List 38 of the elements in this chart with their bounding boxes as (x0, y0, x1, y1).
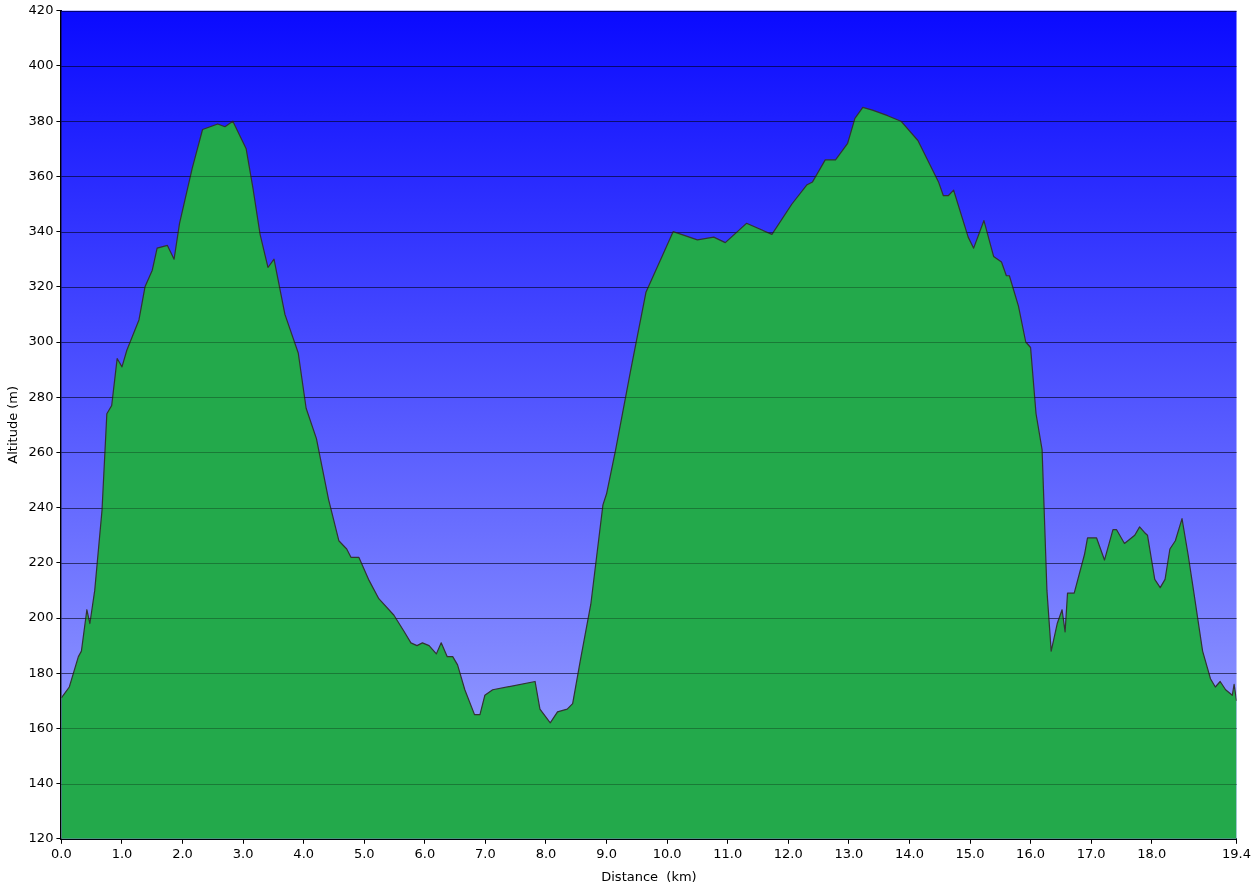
x-tick-label: 7.0 (475, 845, 496, 861)
y-tick-label: 200 (28, 609, 54, 625)
y-tick-label: 320 (28, 278, 54, 294)
y-tick-label: 120 (28, 830, 54, 846)
y-tick-label: 280 (28, 388, 54, 404)
x-tick-label: 19.4 (1222, 845, 1251, 861)
y-tick-label: 140 (28, 774, 54, 790)
y-tick-label: 220 (28, 554, 54, 570)
x-tick-label: 15.0 (955, 845, 985, 861)
x-tick-label: 11.0 (713, 845, 743, 861)
y-tick-label: 340 (28, 222, 54, 238)
y-axis-title: Altitude (m) (5, 385, 21, 464)
y-tick-label: 160 (28, 719, 54, 735)
x-tick-label: 17.0 (1076, 845, 1106, 861)
y-tick-label: 260 (28, 443, 54, 459)
x-tick-label: 12.0 (773, 845, 803, 861)
y-tick-label: 180 (28, 664, 54, 680)
x-tick-label: 3.0 (232, 845, 254, 861)
x-tick-label: 18.0 (1137, 845, 1167, 861)
x-tick-label: 5.0 (353, 845, 375, 861)
x-tick-label: 4.0 (293, 845, 315, 861)
y-tick-label: 240 (28, 498, 54, 514)
y-tick-label: 420 (28, 2, 54, 18)
y-tick-label: 380 (28, 112, 54, 128)
x-tick-label: 13.0 (834, 845, 864, 861)
y-tick-label: 400 (28, 57, 54, 73)
x-tick-label: 10.0 (652, 845, 682, 861)
x-tick-label: 6.0 (414, 845, 436, 861)
y-tick-label: 300 (28, 333, 54, 349)
x-tick-label: 0.0 (51, 845, 72, 861)
x-tick-label: 2.0 (172, 845, 193, 861)
x-axis-title: Distance (km) (601, 868, 697, 884)
y-tick-label: 360 (28, 167, 54, 183)
x-tick-label: 9.0 (596, 845, 617, 861)
x-tick-label: 8.0 (535, 845, 557, 861)
x-tick-label: 16.0 (1016, 845, 1046, 861)
x-tick-label: 14.0 (894, 845, 924, 861)
x-tick-label: 1.0 (111, 845, 133, 861)
